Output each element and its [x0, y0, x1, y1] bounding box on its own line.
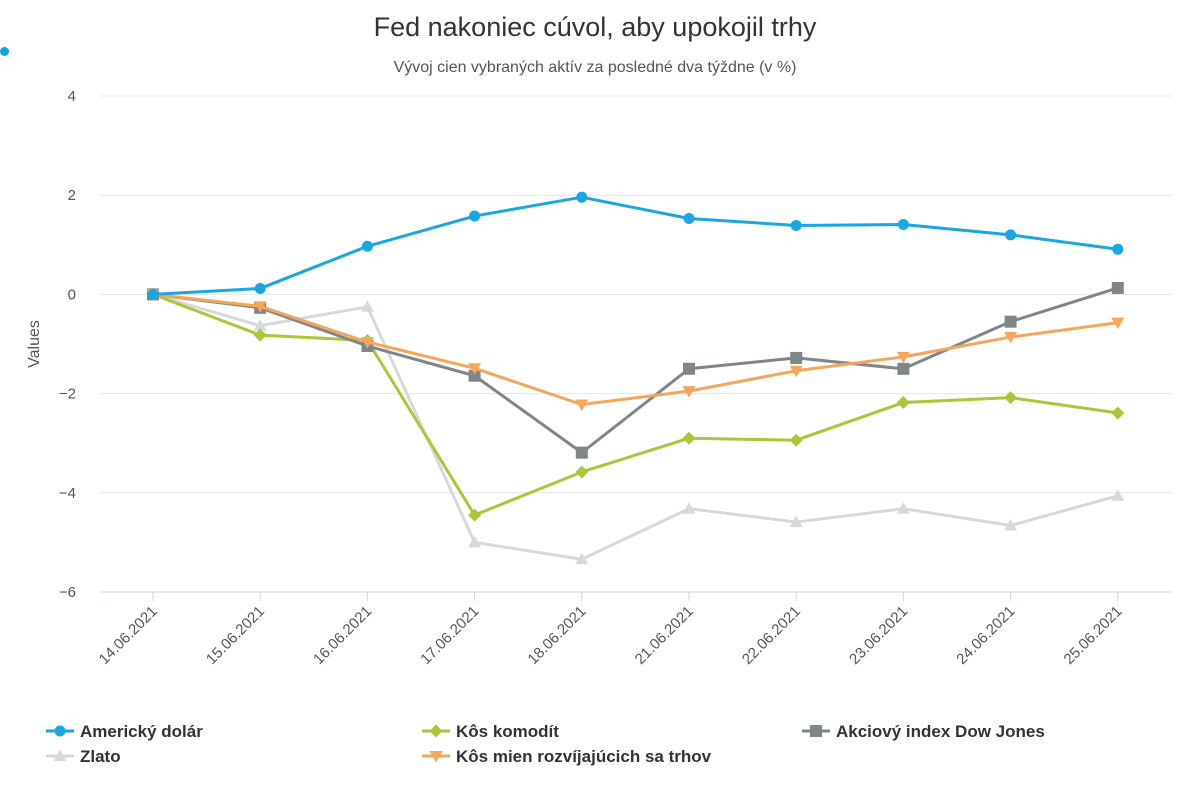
data-point	[1004, 519, 1018, 531]
data-point	[1111, 489, 1125, 501]
data-point	[1112, 243, 1124, 255]
series-0	[147, 191, 1124, 300]
data-point	[1004, 332, 1018, 344]
y-tick-label: 0	[68, 286, 76, 303]
y-tick-label: −6	[59, 584, 76, 601]
data-point	[468, 535, 482, 548]
data-point	[790, 351, 803, 364]
x-tick-label: 17.06.2021	[417, 603, 482, 668]
data-point	[254, 282, 266, 294]
data-point	[789, 365, 803, 378]
data-point	[576, 191, 588, 203]
data-point	[1005, 229, 1017, 241]
data-point	[575, 399, 589, 412]
series-line	[151, 195, 1120, 296]
data-point	[1004, 315, 1017, 328]
x-tick-label: 22.06.2021	[739, 603, 804, 668]
data-point	[682, 502, 696, 514]
legend-marker	[54, 725, 66, 737]
x-tick-label: 16.06.2021	[310, 603, 375, 668]
legend-marker	[810, 725, 822, 737]
data-point	[1111, 281, 1124, 294]
series-4	[146, 289, 1125, 412]
data-point	[468, 369, 481, 382]
series-line	[151, 292, 1120, 561]
legend-label: Akciový index Dow Jones	[836, 722, 1045, 741]
series-line	[151, 286, 1120, 455]
x-tick-label: 24.06.2021	[953, 603, 1018, 668]
legend-item: Kôs komodít	[422, 722, 559, 741]
legend-item: Akciový index Dow Jones	[802, 722, 1045, 741]
data-point	[253, 328, 267, 342]
data-point	[1111, 317, 1125, 330]
data-point	[1004, 391, 1018, 405]
x-tick-label: 23.06.2021	[846, 603, 911, 668]
legend-label: Americký dolár	[80, 722, 203, 741]
data-point	[253, 301, 267, 313]
y-tick-label: −2	[59, 386, 76, 403]
legend-item: Zlato	[46, 747, 121, 766]
legend-item: Kôs mien rozvíjajúcich sa trhov	[422, 747, 712, 766]
legend-label: Kôs mien rozvíjajúcich sa trhov	[456, 747, 712, 766]
series-1	[146, 287, 1125, 522]
x-tick-label: 18.06.2021	[525, 603, 590, 668]
data-point	[147, 288, 159, 300]
data-point	[682, 386, 696, 398]
data-point	[575, 446, 588, 459]
series-2	[147, 281, 1124, 459]
data-point	[897, 362, 910, 375]
data-point	[1111, 406, 1125, 420]
data-point	[360, 300, 374, 312]
data-point	[896, 396, 910, 410]
data-point	[361, 240, 373, 252]
data-point	[789, 433, 803, 447]
y-tick-label: −4	[59, 485, 76, 502]
data-point	[468, 363, 482, 375]
y-tick-label: 4	[68, 88, 76, 105]
legend-item: Americký dolár	[46, 722, 203, 741]
data-point	[790, 219, 802, 231]
decorative-dot	[0, 47, 9, 56]
series-3	[146, 287, 1125, 565]
chart-subtitle: Vývoj cien vybraných aktív za posledné d…	[394, 59, 797, 76]
legend-label: Kôs komodít	[456, 722, 559, 741]
data-point	[253, 319, 267, 331]
y-axis-label: Values	[26, 320, 43, 368]
data-point	[789, 515, 803, 528]
chart-title: Fed nakoniec cúvol, aby upokojil trhy	[374, 12, 817, 42]
data-point	[683, 362, 695, 375]
series-line	[151, 292, 1120, 517]
y-tick-label: 2	[68, 187, 76, 204]
legend-marker	[53, 749, 67, 761]
data-point	[896, 502, 910, 514]
data-point	[360, 337, 374, 349]
data-point	[897, 218, 909, 230]
x-tick-label: 14.06.2021	[96, 603, 161, 668]
data-point	[468, 508, 482, 522]
x-tick-label: 21.06.2021	[632, 603, 697, 668]
data-point	[683, 213, 695, 225]
x-tick-label: 25.06.2021	[1061, 603, 1126, 668]
legend-label: Zlato	[80, 747, 121, 766]
data-point	[575, 552, 589, 565]
data-point	[682, 431, 696, 445]
data-point	[896, 351, 910, 364]
data-point	[575, 465, 589, 479]
data-point	[469, 210, 481, 222]
series-line	[151, 292, 1120, 407]
legend-marker	[429, 751, 443, 763]
legend-marker	[429, 724, 443, 738]
x-tick-label: 15.06.2021	[203, 603, 268, 668]
